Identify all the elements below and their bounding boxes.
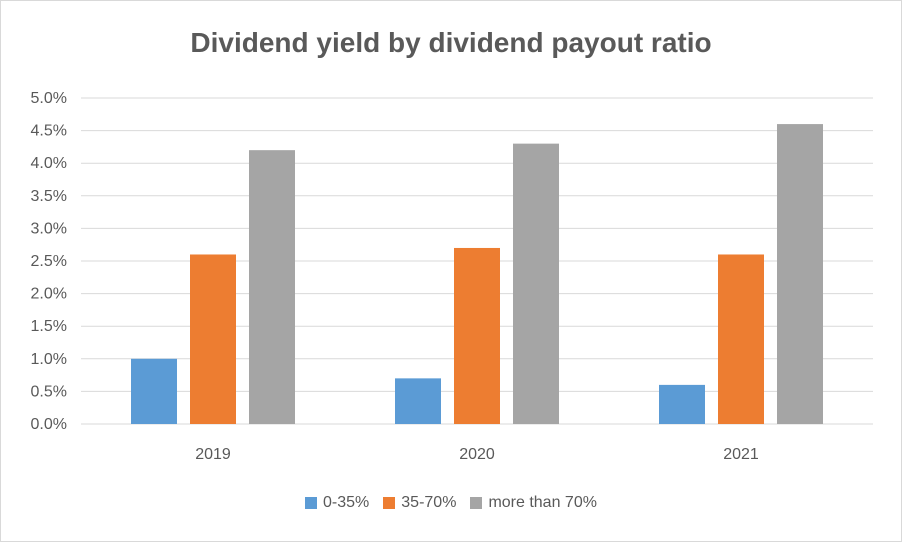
bar-35-70--2020 (454, 247, 500, 424)
bar-more-than-70--2019 (249, 150, 295, 424)
y-tick-label: 1.0% (31, 351, 67, 368)
bar-more-than-70--2020 (513, 143, 559, 424)
bar-0-35--2021 (659, 384, 705, 424)
y-tick-label: 2.5% (31, 253, 67, 270)
x-tick-label: 2020 (459, 446, 495, 463)
y-tick-label: 0.0% (31, 416, 67, 433)
y-tick-label: 0.5% (31, 383, 67, 400)
legend-label: more than 70% (488, 494, 597, 511)
chart-legend: 0-35% 35-70% more than 70% (1, 494, 901, 512)
legend-item: 0-35% (305, 494, 369, 512)
bar-35-70--2019 (190, 254, 236, 424)
y-tick-label: 2.0% (31, 286, 67, 303)
legend-swatch (305, 497, 318, 509)
y-tick-label: 4.5% (31, 123, 67, 140)
y-tick-label: 1.5% (31, 318, 67, 335)
legend-label: 0-35% (323, 494, 370, 511)
y-tick-label: 3.0% (31, 220, 67, 237)
bar-0-35--2020 (395, 378, 441, 424)
y-tick-label: 5.0% (31, 90, 67, 107)
x-tick-label: 2019 (195, 446, 231, 463)
x-tick-label: 2021 (723, 446, 759, 463)
legend-swatch (383, 497, 396, 509)
legend-label: 35-70% (401, 494, 457, 511)
legend-swatch (470, 497, 483, 509)
y-tick-label: 3.5% (31, 188, 67, 205)
legend-item: 35-70% (383, 494, 456, 512)
legend-item: more than 70% (470, 494, 597, 512)
y-tick-label: 4.0% (31, 155, 67, 172)
bar-0-35--2019 (131, 358, 177, 424)
bar-35-70--2021 (718, 254, 764, 424)
chart-title: Dividend yield by dividend payout ratio (190, 27, 712, 58)
bar-more-than-70--2021 (777, 124, 823, 424)
